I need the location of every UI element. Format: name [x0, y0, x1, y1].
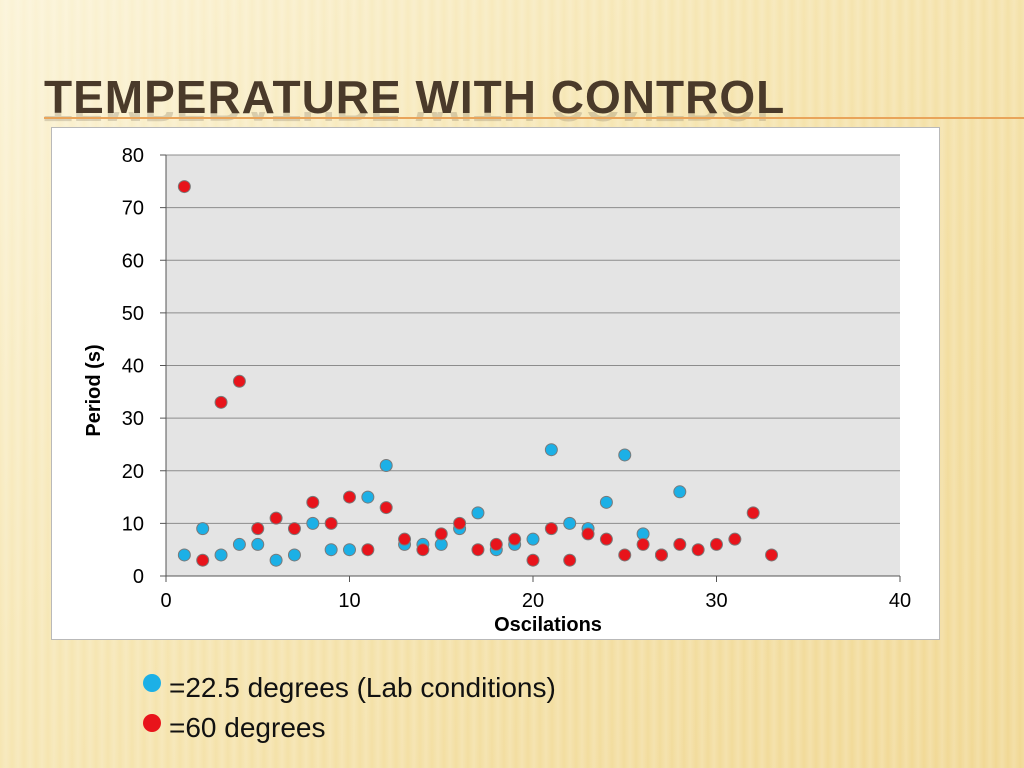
data-point-blue [232, 537, 246, 551]
y-tick-label: 50 [122, 303, 144, 325]
data-point-red [232, 374, 246, 388]
data-point-blue [251, 537, 265, 551]
title-underline [44, 117, 1024, 119]
x-tick-label: 10 [338, 590, 360, 612]
data-point-red [196, 553, 210, 567]
data-point-blue [214, 548, 228, 562]
data-point-red [379, 501, 393, 515]
x-tick-label: 30 [705, 590, 727, 612]
data-point-red [434, 527, 448, 541]
data-point-red [306, 495, 320, 509]
y-tick-label: 30 [122, 408, 144, 430]
data-point-red [636, 537, 650, 551]
slide-title-block: Temperature with Control Temperature wit… [44, 74, 785, 128]
data-point-blue [471, 506, 485, 520]
data-point-red [269, 511, 283, 525]
slide-title: Temperature with Control [44, 71, 786, 123]
data-point-red [251, 522, 265, 536]
data-point-red [746, 506, 760, 520]
legend-marker-red [143, 714, 161, 732]
data-point-red [177, 180, 191, 194]
data-point-red [544, 522, 558, 536]
legend-item-lab: =22.5 degrees (Lab conditions) [143, 668, 556, 708]
data-point-blue [379, 458, 393, 472]
data-point-blue [269, 553, 283, 567]
y-tick-label: 40 [122, 356, 144, 378]
data-point-blue [196, 522, 210, 536]
x-tick-label: 20 [522, 590, 544, 612]
y-tick-label: 70 [122, 198, 144, 220]
data-point-red [453, 516, 467, 530]
data-point-red [526, 553, 540, 567]
data-point-blue [343, 543, 356, 557]
data-point-red [287, 522, 301, 536]
data-point-red [324, 516, 338, 530]
data-point-red [710, 537, 723, 551]
data-point-red [398, 532, 412, 546]
data-point-blue [361, 490, 375, 504]
data-point-blue [306, 516, 320, 530]
x-axis-label: Oscilations [494, 614, 602, 636]
data-point-blue [544, 443, 558, 457]
data-point-red [728, 532, 742, 546]
y-axis-label: Period (s) [83, 344, 105, 436]
data-point-blue [673, 485, 687, 499]
data-point-red [691, 543, 705, 557]
data-point-red [618, 548, 632, 562]
data-point-red [654, 548, 668, 562]
data-point-red [471, 543, 485, 557]
data-point-red [489, 537, 503, 551]
data-point-blue [526, 532, 540, 546]
data-point-red [214, 395, 228, 409]
slide-title-reflection: Temperature with Control [44, 112, 785, 128]
data-point-red [416, 543, 430, 557]
x-tick-label: 0 [160, 590, 171, 612]
y-tick-label: 80 [122, 145, 144, 167]
data-point-red [563, 553, 577, 567]
legend: =22.5 degrees (Lab conditions) =60 degre… [143, 668, 556, 748]
data-point-blue [563, 516, 577, 530]
data-point-red [765, 548, 779, 562]
data-point-blue [324, 543, 338, 557]
chart-area: 0 10 20 30 40 50 60 70 80 0 10 20 30 40 Oscilations Per… [51, 127, 940, 640]
legend-item-60: =60 degrees [143, 708, 556, 748]
data-point-red [343, 490, 356, 504]
legend-marker-blue [143, 674, 161, 692]
data-point-blue [177, 548, 191, 562]
legend-label-lab: =22.5 degrees (Lab conditions) [169, 672, 556, 703]
y-tick-label: 10 [122, 513, 144, 535]
data-point-red [508, 532, 522, 546]
data-point-red [673, 537, 687, 551]
y-tick-label: 20 [122, 461, 144, 483]
data-point-red [599, 532, 613, 546]
legend-label-60: =60 degrees [169, 712, 326, 743]
data-point-blue [599, 495, 613, 509]
scatter-chart: 0 10 20 30 40 50 60 70 80 0 10 20 30 40 Oscilations Per… [83, 145, 911, 636]
data-point-blue [618, 448, 632, 462]
data-point-red [581, 527, 595, 541]
data-point-red [361, 543, 375, 557]
y-tick-label: 0 [133, 566, 144, 588]
y-tick-label: 60 [122, 250, 144, 272]
x-tick-label: 40 [889, 590, 911, 612]
data-point-blue [287, 548, 301, 562]
